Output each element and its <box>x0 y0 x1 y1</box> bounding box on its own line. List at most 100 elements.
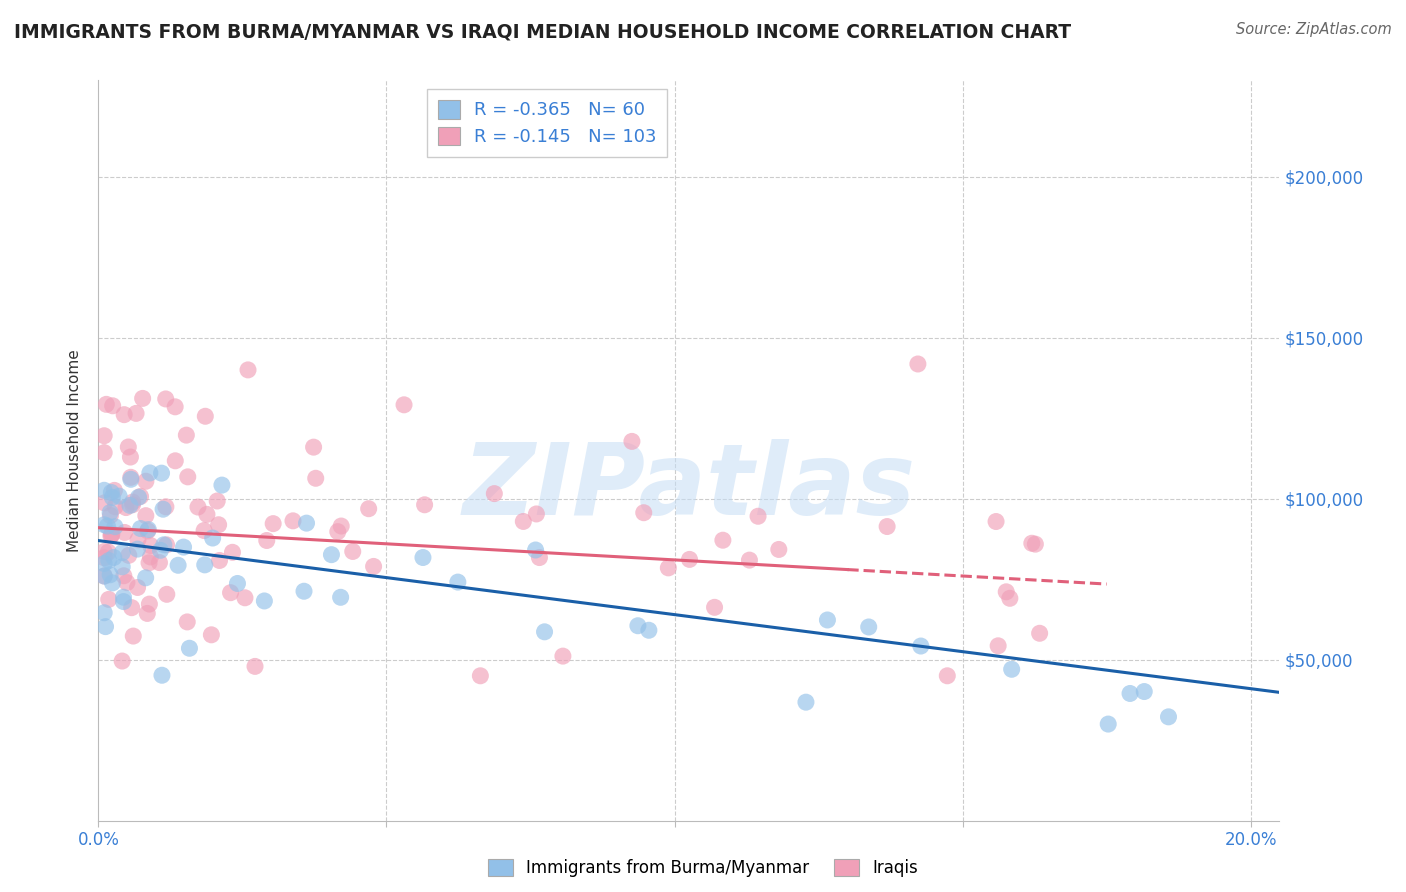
Point <box>127 533 149 547</box>
Point <box>330 519 353 533</box>
Point <box>179 641 201 656</box>
Point <box>120 472 142 486</box>
Point <box>998 591 1021 606</box>
Point <box>156 587 179 601</box>
Point <box>357 501 380 516</box>
Point <box>1133 684 1156 698</box>
Point <box>97 545 120 559</box>
Point <box>302 440 325 454</box>
Point <box>111 546 134 560</box>
Point <box>121 498 143 512</box>
Point <box>984 515 1007 529</box>
Point <box>118 549 141 563</box>
Legend: R = -0.365   N= 60, R = -0.145   N= 103: R = -0.365 N= 60, R = -0.145 N= 103 <box>427 89 668 157</box>
Point <box>148 556 170 570</box>
Point <box>155 392 177 406</box>
Point <box>120 470 142 484</box>
Point <box>112 594 135 608</box>
Point <box>529 550 551 565</box>
Point <box>524 543 547 558</box>
Point <box>1119 686 1142 700</box>
Point <box>129 522 152 536</box>
Point <box>910 639 932 653</box>
Point <box>93 557 115 571</box>
Point <box>1024 537 1046 551</box>
Point <box>153 538 176 552</box>
Point <box>94 620 117 634</box>
Legend: Immigrants from Burma/Myanmar, Iraqis: Immigrants from Burma/Myanmar, Iraqis <box>481 852 925 884</box>
Point <box>638 624 661 638</box>
Point <box>103 483 125 498</box>
Point <box>326 524 349 539</box>
Point <box>329 591 352 605</box>
Point <box>194 558 217 572</box>
Point <box>412 550 434 565</box>
Point <box>413 498 436 512</box>
Point <box>1021 536 1043 550</box>
Point <box>127 542 149 557</box>
Point <box>138 556 160 570</box>
Point <box>678 552 700 566</box>
Point <box>620 434 643 449</box>
Point <box>208 553 231 567</box>
Point <box>187 500 209 514</box>
Point <box>165 400 187 414</box>
Point <box>447 575 470 590</box>
Point <box>101 491 124 505</box>
Point <box>512 515 534 529</box>
Point <box>114 525 136 540</box>
Point <box>195 508 218 522</box>
Point <box>93 483 115 498</box>
Point <box>103 550 125 565</box>
Point <box>253 594 276 608</box>
Point <box>292 584 315 599</box>
Point <box>305 471 328 485</box>
Point <box>138 597 160 611</box>
Point <box>93 606 115 620</box>
Point <box>526 507 548 521</box>
Point <box>207 517 229 532</box>
Point <box>93 569 115 583</box>
Point <box>470 669 492 683</box>
Point <box>149 543 172 558</box>
Point <box>794 695 817 709</box>
Point <box>194 409 217 424</box>
Point <box>139 466 162 480</box>
Point <box>1028 626 1050 640</box>
Point <box>1157 710 1180 724</box>
Point <box>138 523 160 537</box>
Point <box>200 628 222 642</box>
Point <box>100 528 122 542</box>
Point <box>533 624 555 639</box>
Point <box>262 516 284 531</box>
Point <box>176 615 198 629</box>
Point <box>101 526 124 541</box>
Point <box>121 600 143 615</box>
Point <box>167 558 190 573</box>
Point <box>101 399 124 413</box>
Point <box>155 500 177 514</box>
Text: Source: ZipAtlas.com: Source: ZipAtlas.com <box>1236 22 1392 37</box>
Point <box>129 490 152 504</box>
Point <box>96 519 118 533</box>
Point <box>104 519 127 533</box>
Point <box>768 542 790 557</box>
Point <box>907 357 929 371</box>
Point <box>256 533 278 548</box>
Point <box>176 428 198 442</box>
Point <box>155 538 177 552</box>
Point <box>363 559 385 574</box>
Point <box>136 524 159 538</box>
Point <box>93 569 115 583</box>
Point <box>98 567 121 582</box>
Point <box>711 533 734 548</box>
Point <box>112 408 135 422</box>
Point <box>108 489 131 503</box>
Point <box>817 613 839 627</box>
Point <box>201 531 224 545</box>
Point <box>131 392 153 406</box>
Point <box>127 581 149 595</box>
Point <box>221 545 243 559</box>
Point <box>152 502 174 516</box>
Point <box>128 490 150 504</box>
